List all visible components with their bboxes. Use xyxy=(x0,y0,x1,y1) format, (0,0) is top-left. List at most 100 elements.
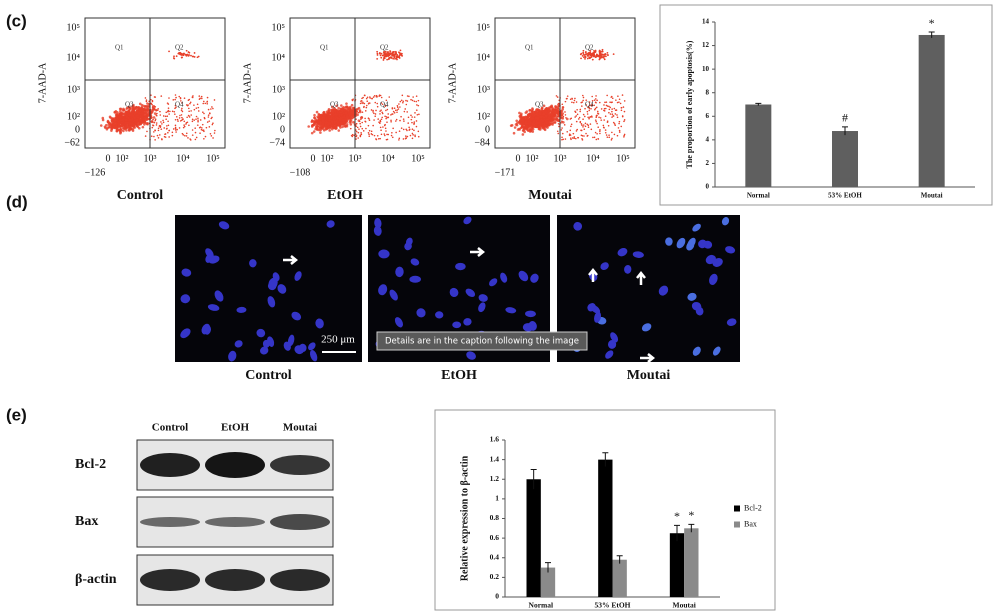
dot xyxy=(195,136,198,139)
dot xyxy=(537,114,540,117)
dot xyxy=(610,101,613,104)
y-tick-label: −62 xyxy=(64,137,80,148)
dot xyxy=(189,102,191,105)
x-min-label: −171 xyxy=(495,167,516,178)
dot xyxy=(119,131,122,135)
dot xyxy=(138,108,142,112)
dot xyxy=(609,106,612,109)
dot xyxy=(211,106,213,108)
dot xyxy=(386,54,389,57)
dot xyxy=(555,95,558,97)
dot xyxy=(594,107,597,110)
dot xyxy=(597,126,600,129)
dot xyxy=(157,107,159,110)
arrow xyxy=(640,353,656,363)
dot xyxy=(561,112,564,115)
dot xyxy=(365,97,368,100)
nucleus xyxy=(478,302,486,313)
dot xyxy=(314,120,317,124)
dot xyxy=(569,118,572,120)
dot xyxy=(406,135,409,138)
nucleus xyxy=(256,328,266,338)
blot-band xyxy=(205,569,265,591)
dot xyxy=(528,115,532,118)
dot xyxy=(610,95,613,98)
dot xyxy=(334,123,338,127)
y-tick-label: 0 xyxy=(485,124,490,135)
dot xyxy=(584,57,586,60)
dot xyxy=(168,50,170,53)
dot xyxy=(601,48,604,51)
dot xyxy=(595,101,597,104)
dot xyxy=(396,53,399,56)
dot xyxy=(587,53,590,56)
annotation: # xyxy=(842,111,848,125)
dot xyxy=(597,112,599,114)
dot xyxy=(608,134,610,136)
dot xyxy=(109,116,112,119)
dot xyxy=(393,107,396,109)
y-tick-label: 10⁵ xyxy=(477,22,491,33)
dot xyxy=(359,102,362,105)
dot xyxy=(396,111,398,114)
dot xyxy=(358,128,360,130)
dot xyxy=(198,95,201,97)
dot xyxy=(175,55,178,58)
dot xyxy=(346,118,350,121)
dot xyxy=(621,115,624,117)
dot xyxy=(526,117,529,121)
dot xyxy=(550,110,554,113)
dot xyxy=(343,116,346,119)
dot xyxy=(349,127,352,130)
dot xyxy=(603,58,606,61)
dot xyxy=(542,104,546,108)
nucleus xyxy=(180,328,191,339)
dot xyxy=(345,108,349,111)
dot xyxy=(372,109,374,112)
dot xyxy=(516,128,520,131)
dot xyxy=(212,107,214,110)
dot xyxy=(604,53,607,56)
dot xyxy=(608,108,611,111)
dot xyxy=(188,110,190,113)
dot xyxy=(576,128,578,131)
dot xyxy=(539,115,543,118)
dot xyxy=(204,102,207,105)
dot xyxy=(355,118,357,120)
dot xyxy=(593,108,596,111)
dot xyxy=(373,94,376,97)
dot xyxy=(347,108,351,111)
dot xyxy=(397,108,400,110)
plot-frame xyxy=(494,17,636,149)
dot xyxy=(416,113,419,116)
dot xyxy=(385,117,387,120)
dot xyxy=(598,56,601,58)
dot xyxy=(359,122,361,125)
dot xyxy=(178,117,181,119)
dot xyxy=(391,113,393,115)
dot xyxy=(165,128,168,130)
dot xyxy=(614,124,617,126)
dot xyxy=(367,132,370,134)
dot xyxy=(566,95,569,97)
dot xyxy=(181,110,184,113)
dot xyxy=(386,108,389,111)
dot xyxy=(146,123,149,125)
dot xyxy=(211,123,214,126)
dot xyxy=(128,128,131,131)
dot xyxy=(151,126,154,129)
dot xyxy=(595,95,597,97)
dot xyxy=(623,136,625,138)
dot xyxy=(570,125,572,128)
dot xyxy=(360,133,363,136)
dot xyxy=(360,132,362,134)
dot xyxy=(131,109,135,112)
dot xyxy=(522,129,525,132)
dot xyxy=(374,113,377,115)
dot xyxy=(343,118,347,121)
dot xyxy=(327,109,331,113)
dot xyxy=(585,132,587,135)
dot xyxy=(197,106,200,109)
dot xyxy=(337,129,341,132)
